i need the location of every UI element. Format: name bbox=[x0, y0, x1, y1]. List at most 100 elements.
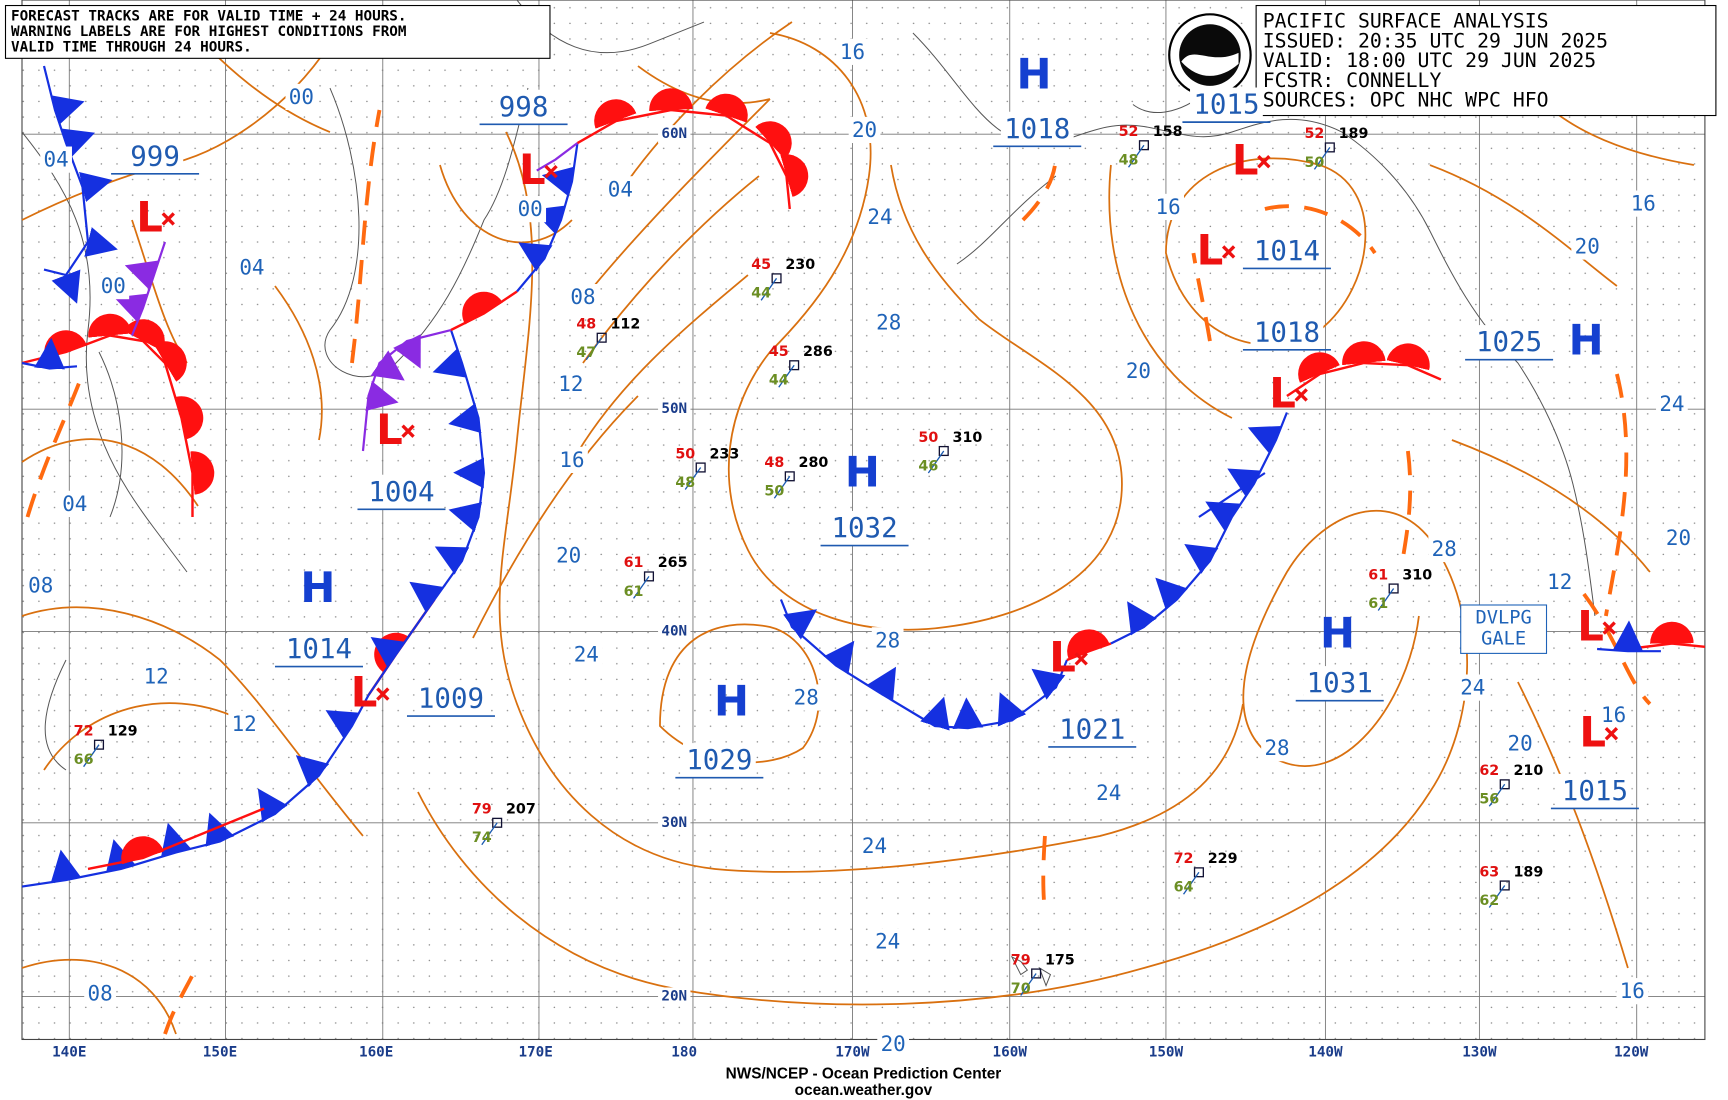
low-pressure-bg bbox=[414, 681, 488, 716]
low-cross bbox=[1257, 155, 1271, 169]
latitude-label-bg bbox=[658, 987, 691, 1006]
isobar-label-bg bbox=[236, 254, 268, 281]
isobar-label-bg bbox=[864, 203, 896, 230]
high-pressure: 1032 bbox=[831, 512, 897, 544]
station-pressure: 158 bbox=[1153, 124, 1183, 140]
station-dewpoint: 66 bbox=[74, 752, 94, 768]
labels: FORECAST TRACKS ARE FOR VALID TIME + 24 … bbox=[11, 9, 1695, 1099]
isobar-label-bg bbox=[58, 490, 91, 518]
high-symbol: H bbox=[1320, 608, 1355, 657]
high-pressure: 1018 bbox=[1004, 113, 1070, 145]
isobar-label: 16 bbox=[1156, 195, 1181, 219]
isobar-label: 28 bbox=[1264, 736, 1289, 760]
station-dewpoint: 61 bbox=[624, 584, 644, 600]
isobar-label-bg bbox=[24, 572, 57, 599]
station-temperature: 61 bbox=[624, 555, 644, 571]
low-symbol: L bbox=[519, 145, 546, 194]
latitude-label: 50N bbox=[661, 401, 687, 417]
low-symbol: L bbox=[1232, 135, 1259, 184]
high-symbol: H bbox=[1016, 50, 1051, 99]
wind-barb bbox=[773, 475, 791, 499]
isobar-label-bg bbox=[84, 980, 116, 1007]
isobar-label: 20 bbox=[1508, 732, 1533, 756]
isobar-label-bg bbox=[872, 309, 905, 336]
low-cross bbox=[1074, 652, 1088, 666]
station-temperature: 62 bbox=[1479, 763, 1499, 779]
low-symbol: L bbox=[1577, 602, 1604, 651]
station-temperature: 48 bbox=[764, 455, 784, 471]
station-temperature: 52 bbox=[1119, 124, 1139, 140]
isobar-label-bg bbox=[556, 446, 588, 474]
isobar-label: 24 bbox=[1659, 392, 1684, 416]
isobar-label: 12 bbox=[232, 712, 257, 736]
isobar-label-bg bbox=[40, 146, 72, 173]
isobar-label: 24 bbox=[875, 930, 900, 954]
wind-barb bbox=[684, 467, 702, 490]
header-line: ISSUED: 20:35 UTC 29 JUN 2025 bbox=[1263, 29, 1608, 52]
isobar-label: 28 bbox=[876, 310, 901, 334]
station-icon bbox=[1193, 867, 1204, 878]
warning-line: DVLPG bbox=[1475, 608, 1531, 629]
note-line: FORECAST TRACKS ARE FOR VALID TIME + 24 … bbox=[11, 9, 407, 25]
longitude-label: 150E bbox=[203, 1045, 237, 1061]
station-pressure: 189 bbox=[1514, 864, 1544, 880]
note-line: VALID TIME THROUGH 24 HOURS. bbox=[11, 39, 252, 55]
warning-line: GALE bbox=[1481, 629, 1526, 650]
station-pressure: 230 bbox=[785, 257, 815, 273]
station-dewpoint: 48 bbox=[675, 475, 695, 491]
station-temperature: 61 bbox=[1368, 567, 1388, 583]
longitude-label: 170W bbox=[835, 1045, 870, 1061]
isobar-label: 16 bbox=[559, 448, 584, 472]
isobar-label-bg bbox=[1456, 674, 1489, 701]
isobar-label: 24 bbox=[1460, 676, 1485, 700]
isobar-label: 04 bbox=[44, 148, 69, 172]
isobar-label: 28 bbox=[875, 628, 900, 652]
header-line: VALID: 18:00 UTC 29 JUN 2025 bbox=[1263, 49, 1596, 72]
latitude-label: 60N bbox=[661, 126, 687, 142]
low-pressure: 998 bbox=[499, 91, 549, 123]
isobar-label: 00 bbox=[101, 274, 126, 298]
station-temperature: 45 bbox=[769, 344, 789, 360]
station-dewpoint: 50 bbox=[764, 484, 784, 500]
low-cross bbox=[544, 164, 558, 179]
latitude-label: 30N bbox=[661, 815, 687, 831]
isobar-label: 16 bbox=[1620, 979, 1645, 1003]
longitude-label: 150W bbox=[1149, 1045, 1184, 1061]
low-symbol: L bbox=[376, 405, 403, 454]
longitude-label-bg bbox=[831, 1043, 874, 1062]
longitude-label-bg bbox=[1145, 1043, 1187, 1062]
isobar-label-bg bbox=[554, 370, 587, 398]
header-box bbox=[1168, 4, 1717, 117]
wind-barb bbox=[1488, 885, 1506, 908]
isobar-label: 04 bbox=[608, 177, 633, 201]
isobar-label: 00 bbox=[518, 197, 543, 221]
isobar-label: 20 bbox=[852, 118, 877, 142]
wind-barb bbox=[1313, 147, 1331, 170]
isobar-label: 12 bbox=[144, 665, 169, 689]
high-pressure-bg bbox=[828, 511, 901, 546]
header-line: FCSTR: CONNELLY bbox=[1263, 69, 1442, 92]
station-dewpoint: 64 bbox=[1174, 880, 1194, 896]
low-pressure-bg bbox=[365, 474, 438, 509]
isobar-label-bg bbox=[790, 684, 823, 711]
high-pressure-bg bbox=[1303, 666, 1377, 701]
isobar-label: 12 bbox=[1547, 570, 1572, 594]
station-dewpoint: 50 bbox=[1304, 155, 1324, 171]
isobar-label: 08 bbox=[88, 981, 113, 1005]
low-pressure-bg bbox=[1250, 315, 1324, 350]
low-symbol: L bbox=[1049, 632, 1076, 681]
low-cross bbox=[1602, 621, 1616, 635]
low-pressure-bg bbox=[1250, 233, 1324, 269]
isobar-label-bg bbox=[570, 641, 603, 668]
isobar-label: 20 bbox=[556, 544, 581, 568]
longitude-label-bg bbox=[1458, 1043, 1501, 1062]
longitude-label: 130W bbox=[1462, 1045, 1497, 1061]
isobar-label-bg bbox=[1597, 701, 1630, 729]
isobar-label: 00 bbox=[289, 85, 314, 109]
station-pressure: 310 bbox=[953, 430, 983, 446]
station-dewpoint: 61 bbox=[1368, 596, 1388, 612]
wind-barb bbox=[1182, 871, 1200, 895]
isobar-label: 20 bbox=[881, 1032, 906, 1056]
station-icon bbox=[938, 445, 949, 457]
